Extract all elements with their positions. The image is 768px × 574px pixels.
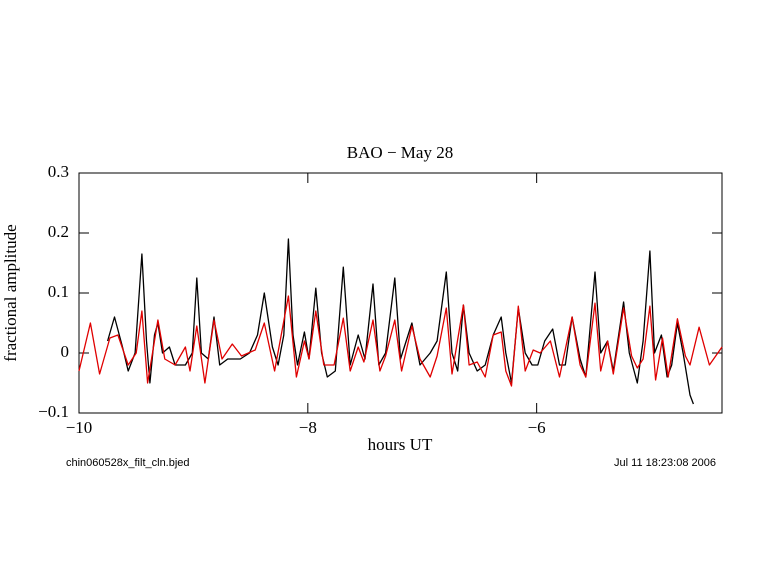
footer-file: chin060528x_filt_cln.bjed <box>66 457 190 469</box>
y-tick-label: 0 <box>61 342 70 361</box>
data-line <box>78 295 723 387</box>
y-tick-label: 0.2 <box>48 222 69 241</box>
plot-frame <box>78 172 723 414</box>
x-tick-label: −6 <box>528 418 546 437</box>
x-tick-label: −10 <box>66 418 93 437</box>
y-axis-label: fractional amplitude <box>1 224 20 361</box>
x-tick-label: −8 <box>299 418 317 437</box>
footer-date: Jul 11 18:23:08 2006 <box>614 457 716 469</box>
x-axis-label: hours UT <box>368 435 433 454</box>
data-line <box>106 238 695 405</box>
y-tick-label: 0.3 <box>48 162 69 181</box>
chart-title: BAO − May 28 <box>347 143 453 162</box>
y-tick-label: 0.1 <box>48 282 69 301</box>
y-tick-label: −0.1 <box>38 402 69 421</box>
